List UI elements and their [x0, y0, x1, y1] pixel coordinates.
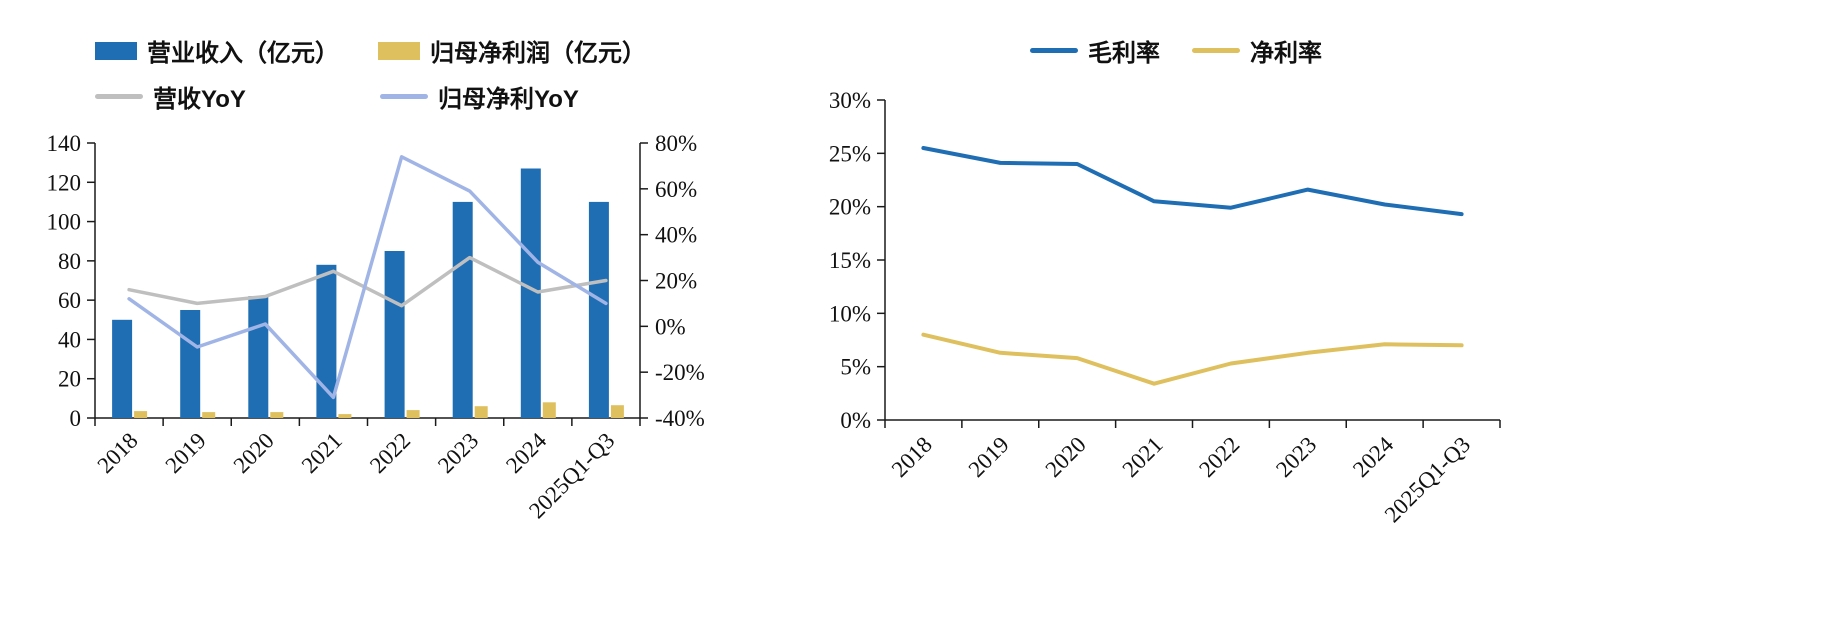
- net-margin-line-swatch-icon: [1192, 48, 1240, 53]
- svg-text:40%: 40%: [655, 223, 697, 248]
- svg-text:5%: 5%: [840, 355, 871, 380]
- svg-text:0%: 0%: [655, 314, 686, 339]
- svg-text:20%: 20%: [829, 195, 871, 220]
- svg-text:-20%: -20%: [655, 360, 705, 385]
- legend-label-revenue-yoy: 营收YoY: [153, 86, 246, 113]
- legend-item-net-profit: 归母净利润（亿元）: [378, 33, 646, 68]
- svg-text:25%: 25%: [829, 141, 871, 166]
- svg-text:0: 0: [70, 406, 82, 431]
- svg-text:2023: 2023: [1271, 432, 1321, 482]
- legend-item-net-margin: 净利率: [1192, 33, 1322, 68]
- svg-text:120: 120: [47, 170, 82, 195]
- svg-text:2024: 2024: [1348, 432, 1399, 483]
- svg-text:2023: 2023: [433, 428, 483, 478]
- svg-text:80%: 80%: [655, 131, 697, 156]
- svg-text:15%: 15%: [829, 248, 871, 273]
- svg-text:2021: 2021: [297, 428, 347, 478]
- svg-text:80: 80: [58, 249, 81, 274]
- svg-text:2024: 2024: [501, 428, 552, 479]
- net-profit-bar-swatch-icon: [378, 41, 420, 60]
- revenue-profit-chart: 0 20 40 60 80 100 120 140 -40% -20% 0% 20% 40% 60% 80%…: [47, 131, 705, 523]
- legend-item-gross-margin: 毛利率: [1030, 33, 1160, 68]
- legend-item-revenue-yoy: 营收YoY: [95, 79, 246, 114]
- gross-margin-line-swatch-icon: [1030, 48, 1078, 53]
- svg-text:100: 100: [47, 210, 82, 235]
- svg-text:10%: 10%: [829, 301, 871, 326]
- svg-text:2020: 2020: [229, 428, 279, 478]
- legend-label-net-profit: 归母净利润（亿元）: [430, 40, 646, 67]
- svg-text:2022: 2022: [1194, 432, 1244, 482]
- net-profit-yoy-line-swatch-icon: [380, 94, 428, 99]
- legend-label-gross-margin: 毛利率: [1088, 40, 1160, 67]
- margin-chart: 0% 5% 10% 15% 20% 25% 30% 2018 2019 2020 2021 2022 2…: [829, 88, 1501, 527]
- svg-text:60%: 60%: [655, 177, 697, 202]
- svg-text:20: 20: [58, 367, 81, 392]
- svg-text:60: 60: [58, 288, 81, 313]
- svg-text:140: 140: [47, 131, 82, 156]
- svg-text:2021: 2021: [1117, 432, 1167, 482]
- svg-text:0%: 0%: [840, 408, 871, 433]
- legend-item-revenue: 营业收入（亿元）: [95, 33, 339, 68]
- svg-text:2019: 2019: [964, 432, 1014, 482]
- svg-text:2020: 2020: [1041, 432, 1091, 482]
- svg-text:-40%: -40%: [655, 406, 705, 431]
- svg-text:2018: 2018: [887, 432, 937, 482]
- svg-text:2018: 2018: [92, 428, 142, 478]
- svg-text:20%: 20%: [655, 269, 697, 294]
- legend-label-revenue: 营业收入（亿元）: [147, 40, 339, 67]
- legend-item-net-profit-yoy: 归母净利YoY: [380, 79, 579, 114]
- revenue-yoy-line-swatch-icon: [95, 94, 143, 99]
- legend-label-net-margin: 净利率: [1250, 40, 1322, 67]
- legend-label-net-profit-yoy: 归母净利YoY: [438, 86, 579, 113]
- revenue-bar-swatch-icon: [95, 41, 137, 60]
- svg-text:2022: 2022: [365, 428, 415, 478]
- svg-text:30%: 30%: [829, 88, 871, 113]
- svg-text:2019: 2019: [161, 428, 211, 478]
- svg-text:40: 40: [58, 327, 81, 352]
